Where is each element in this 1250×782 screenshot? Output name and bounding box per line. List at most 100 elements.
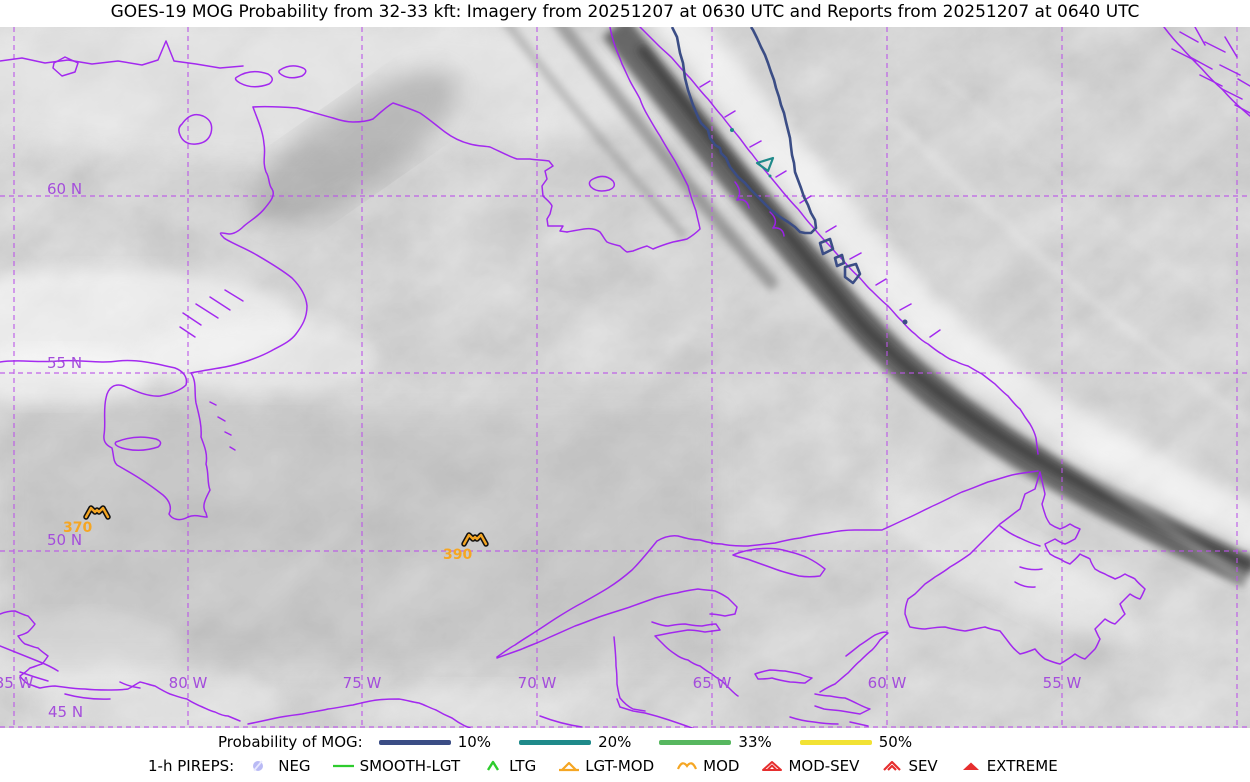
probability-legend-items: 10% 20% 33% 50% — [378, 733, 940, 751]
pirep-item-label: SMOOTH-LGT — [359, 757, 461, 775]
contour-10pct-dot — [902, 319, 908, 325]
probability-item: 10% — [378, 733, 491, 751]
coastline-path — [178, 113, 213, 145]
pirep-item: NEG — [250, 757, 311, 775]
contour-10pct-path — [818, 237, 835, 256]
pireps-legend: 1-h PIREPS: NEG SMOOTH-LGT LTG LGT-MOD M… — [148, 755, 1079, 777]
pirep-item: MOD-SEV — [760, 757, 859, 775]
coastline-path — [566, 27, 701, 253]
probability-item: 20% — [519, 733, 631, 751]
pirep-marker-mod — [461, 532, 489, 547]
pirep-item-label: MOD-SEV — [788, 757, 860, 775]
probability-item: 50% — [799, 733, 913, 751]
coastline-path — [819, 631, 889, 693]
coastline-path — [999, 525, 1043, 588]
grid-labels: 60 N 55 N 50 N 45 N 85 W 80 W 75 W 70 W 65 W 60 W… — [0, 180, 1082, 721]
sev-pirep-icon — [883, 760, 902, 771]
coastline-path — [234, 70, 273, 88]
coastline-path — [732, 547, 826, 578]
contour-10pct-path — [833, 253, 846, 268]
map-canvas: 60 N 55 N 50 N 45 N 85 W 80 W 75 W 70 W 65 W 60 W… — [0, 27, 1250, 728]
coastline-path — [0, 40, 244, 69]
lon-label: 80 W — [169, 674, 208, 692]
probability-line-swatch — [519, 739, 592, 745]
coastline-path — [114, 436, 162, 451]
coastline-path — [179, 289, 244, 338]
coastline-path — [754, 669, 813, 684]
coastline-path — [734, 181, 785, 237]
pirep-item-label: NEG — [278, 757, 311, 775]
coastline-path — [496, 470, 1039, 658]
coastline-path — [1163, 27, 1250, 117]
pirep-item-label: MOD — [703, 757, 740, 775]
probability-item-label: 50% — [878, 733, 913, 751]
pireps-legend-items: NEG SMOOTH-LGT LTG LGT-MOD MOD MOD-SEV S… — [250, 757, 1078, 775]
pirep-item-label: LTG — [509, 757, 537, 775]
contour-10pct — [670, 27, 908, 325]
coastline-path — [209, 401, 236, 451]
lon-label: 55 W — [1043, 674, 1082, 692]
contour-20pct-dot — [768, 174, 772, 178]
coastline-path — [190, 372, 211, 518]
pirep-item: LTG — [481, 757, 536, 775]
pirep-flight-level: 390 — [443, 547, 472, 563]
lat-label: 55 N — [47, 354, 82, 372]
coastline-path — [904, 471, 1146, 665]
coastline-path — [651, 621, 739, 697]
probability-line-swatch — [378, 739, 451, 745]
probability-legend: Probability of MOG: 10% 20% 33% 50% — [218, 731, 940, 753]
contour-20pct-path — [755, 156, 775, 173]
coastline-path — [613, 636, 646, 712]
lon-label: 65 W — [693, 674, 732, 692]
lat-lon-grid — [0, 27, 1250, 728]
coastline-path — [0, 359, 208, 521]
pirep-item-label: LGT-MOD — [585, 757, 655, 775]
pireps-legend-label: 1-h PIREPS: — [148, 757, 235, 775]
pirep-marker-mod — [83, 505, 111, 520]
pirep-item-label: SEV — [908, 757, 938, 775]
coastline-path — [247, 698, 471, 728]
smooth-lgt-pirep-icon — [332, 764, 354, 768]
pirep-flight-level: 370 — [63, 520, 92, 536]
ltg-pirep-icon — [487, 760, 500, 771]
coastline-path — [190, 106, 308, 374]
mod-sev-pirep-icon — [762, 761, 783, 771]
coastline-path — [539, 698, 695, 728]
probability-line-swatch — [659, 739, 732, 745]
satellite-map: 60 N 55 N 50 N 45 N 85 W 80 W 75 W 70 W 65 W 60 W… — [0, 27, 1250, 728]
pirep-item: EXTREME — [959, 757, 1058, 775]
pirep-item: LGT-MOD — [557, 757, 654, 775]
coastlines — [0, 27, 1250, 728]
coastline-path — [0, 610, 241, 722]
contour-10pct-path — [670, 27, 818, 235]
lat-label: 50 N — [47, 531, 82, 549]
lon-label: 70 W — [518, 674, 557, 692]
mod-pirep-icon — [677, 762, 698, 770]
lat-label: 60 N — [47, 180, 82, 198]
neg-pirep-icon — [253, 760, 264, 772]
coastline-path — [588, 175, 616, 192]
coastline-path — [278, 65, 307, 79]
pirep-item: SEV — [880, 757, 938, 775]
pirep-item-label: EXTREME — [986, 757, 1058, 775]
lat-label: 45 N — [48, 703, 83, 721]
cloud-shading — [0, 27, 1250, 728]
coastline-path — [0, 645, 141, 700]
pirep-item: SMOOTH-LGT — [332, 757, 461, 775]
coastline-path — [52, 56, 79, 77]
probability-item: 33% — [659, 733, 772, 751]
coastline-path — [1171, 27, 1250, 114]
coastline-path — [496, 588, 738, 659]
coastline-path — [252, 102, 568, 233]
extreme-pirep-icon — [962, 762, 979, 770]
probability-item-label: 33% — [738, 733, 772, 751]
probability-item-label: 20% — [598, 733, 632, 751]
coastline-path — [789, 693, 871, 727]
lon-label: 60 W — [868, 674, 907, 692]
contour-20pct-dot — [730, 128, 734, 132]
contour-20pct — [730, 128, 775, 178]
probability-legend-label: Probability of MOG: — [218, 733, 363, 751]
lon-label: 85 W — [0, 674, 34, 692]
contour-10pct-path — [843, 262, 862, 285]
